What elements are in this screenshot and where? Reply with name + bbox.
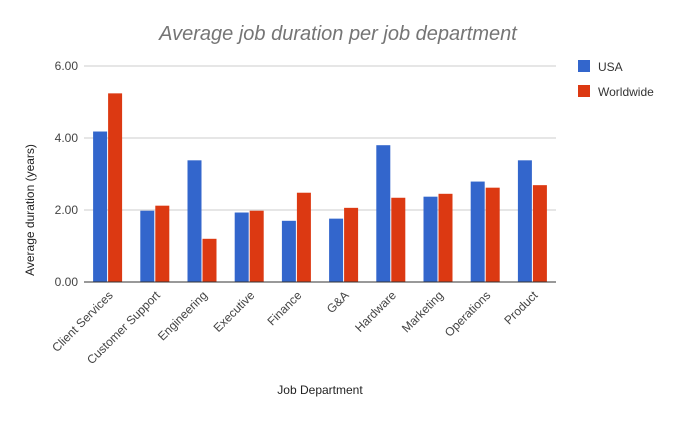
chart-title: Average job duration per job department	[158, 23, 518, 45]
bar-usa-7[interactable]	[423, 196, 438, 282]
bar-usa-6[interactable]	[376, 145, 391, 282]
y-tick-label: 0.00	[55, 275, 79, 289]
x-tick-label: Product	[501, 288, 541, 328]
x-axis-label: Job Department	[277, 383, 363, 397]
bar-usa-9[interactable]	[517, 160, 532, 282]
gridlines	[84, 65, 556, 211]
x-tick-label: Executive	[211, 288, 258, 335]
bar-worldwide-9[interactable]	[532, 185, 547, 282]
bar-worldwide-5[interactable]	[344, 207, 359, 282]
bar-worldwide-1[interactable]	[155, 205, 170, 282]
bar-usa-3[interactable]	[234, 212, 249, 282]
x-tick-label: G&A	[324, 288, 352, 316]
legend: USA Worldwide	[578, 60, 654, 99]
y-tick-labels: 0.00 2.00 4.00 6.00	[55, 59, 79, 289]
bar-worldwide-4[interactable]	[296, 192, 311, 282]
x-tick-label: Finance	[264, 288, 304, 328]
bar-usa-5[interactable]	[329, 218, 344, 282]
bar-worldwide-6[interactable]	[391, 197, 406, 282]
bar-usa-0[interactable]	[93, 131, 108, 282]
bar-worldwide-2[interactable]	[202, 238, 217, 282]
bars	[93, 93, 547, 282]
bar-worldwide-3[interactable]	[249, 210, 264, 282]
y-tick-label: 6.00	[55, 59, 79, 73]
x-tick-label: Marketing	[399, 288, 446, 335]
bar-worldwide-7[interactable]	[438, 193, 453, 282]
y-tick-label: 4.00	[55, 131, 79, 145]
legend-label-usa: USA	[598, 60, 623, 74]
legend-swatch-worldwide	[578, 85, 590, 97]
bar-worldwide-8[interactable]	[485, 187, 500, 282]
legend-swatch-usa	[578, 60, 590, 72]
y-tick-label: 2.00	[55, 203, 79, 217]
x-tick-label: Hardware	[352, 288, 399, 335]
bar-usa-8[interactable]	[470, 181, 485, 282]
bar-usa-4[interactable]	[281, 220, 296, 282]
x-tick-label: Operations	[442, 288, 493, 339]
bar-worldwide-0[interactable]	[108, 93, 123, 282]
legend-label-worldwide: Worldwide	[598, 85, 654, 99]
x-tick-label: Engineering	[155, 288, 210, 343]
y-axis-label: Average duration (years)	[23, 144, 37, 276]
bar-usa-2[interactable]	[187, 160, 202, 282]
bar-usa-1[interactable]	[140, 210, 155, 282]
